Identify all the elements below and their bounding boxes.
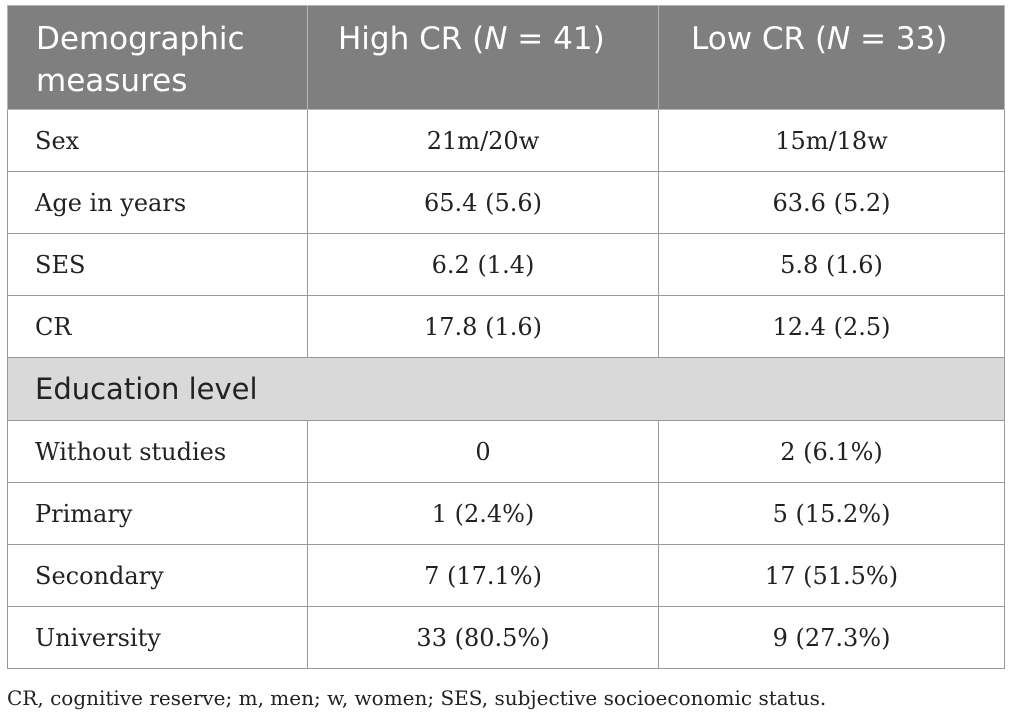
- high-cr-value: 17.8 (1.6): [307, 295, 659, 358]
- table-row: CR 17.8 (1.6) 12.4 (2.5): [7, 295, 1005, 358]
- section-row-education-level: Education level: [7, 357, 1005, 421]
- low-cr-value: 63.6 (5.2): [658, 171, 1005, 234]
- header-col3-prefix: Low CR (: [691, 21, 828, 57]
- row-label: Primary: [7, 482, 308, 545]
- header-low-cr: Low CR (N = 33): [658, 5, 1005, 110]
- section-title: Education level: [7, 357, 1005, 421]
- table-row: University 33 (80.5%) 9 (27.3%): [7, 606, 1005, 669]
- table-footnote: CR, cognitive reserve; m, men; w, women;…: [7, 686, 827, 710]
- low-cr-value: 5 (15.2%): [658, 482, 1005, 545]
- high-cr-value: 0: [307, 420, 659, 483]
- high-cr-value: 21m/20w: [307, 109, 659, 172]
- table-row: Sex 21m/20w 15m/18w: [7, 109, 1005, 172]
- table-row: Without studies 0 2 (6.1%): [7, 420, 1005, 483]
- header-col1-line2: measures: [36, 63, 188, 99]
- high-cr-value: 65.4 (5.6): [307, 171, 659, 234]
- header-col3-suffix: = 33): [850, 21, 948, 57]
- row-label: Sex: [7, 109, 308, 172]
- low-cr-value: 15m/18w: [658, 109, 1005, 172]
- table-row: Primary 1 (2.4%) 5 (15.2%): [7, 482, 1005, 545]
- header-col2-n: N: [484, 21, 508, 57]
- row-label: Without studies: [7, 420, 308, 483]
- high-cr-value: 33 (80.5%): [307, 606, 659, 669]
- header-col2-suffix: = 41): [507, 21, 605, 57]
- header-col2-prefix: High CR (: [338, 21, 485, 57]
- header-high-cr: High CR (N = 41): [307, 5, 659, 110]
- row-label: CR: [7, 295, 308, 358]
- low-cr-value: 17 (51.5%): [658, 544, 1005, 607]
- row-label: Secondary: [7, 544, 308, 607]
- row-label: University: [7, 606, 308, 669]
- table-header-row: Demographic measures High CR (N = 41) Low…: [7, 5, 1005, 110]
- header-col3-n: N: [827, 21, 851, 57]
- low-cr-value: 5.8 (1.6): [658, 233, 1005, 296]
- table-row: Age in years 65.4 (5.6) 63.6 (5.2): [7, 171, 1005, 234]
- table-row: Secondary 7 (17.1%) 17 (51.5%): [7, 544, 1005, 607]
- header-demographic-measures: Demographic measures: [7, 5, 308, 110]
- table-row: SES 6.2 (1.4) 5.8 (1.6): [7, 233, 1005, 296]
- low-cr-value: 9 (27.3%): [658, 606, 1005, 669]
- high-cr-value: 6.2 (1.4): [307, 233, 659, 296]
- low-cr-value: 12.4 (2.5): [658, 295, 1005, 358]
- demographics-table: Demographic measures High CR (N = 41) Low…: [7, 5, 1005, 669]
- row-label: SES: [7, 233, 308, 296]
- row-label: Age in years: [7, 171, 308, 234]
- low-cr-value: 2 (6.1%): [658, 420, 1005, 483]
- header-col1-line1: Demographic: [36, 21, 245, 57]
- high-cr-value: 7 (17.1%): [307, 544, 659, 607]
- high-cr-value: 1 (2.4%): [307, 482, 659, 545]
